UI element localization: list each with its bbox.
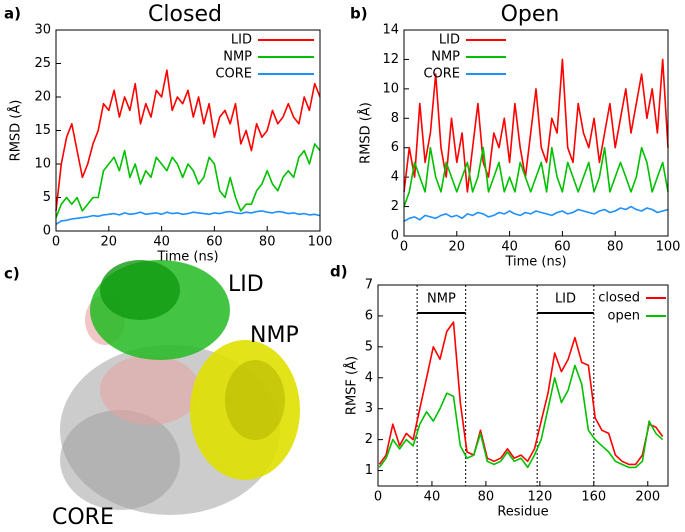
- y-tick-label: 0: [391, 229, 399, 244]
- y-axis-label: RMSD (Å): [8, 100, 24, 162]
- legend-label: closed: [598, 291, 640, 306]
- plot-area: [55, 69, 321, 225]
- chart-title: Open: [501, 2, 560, 27]
- y-tick-label: 14: [382, 23, 399, 38]
- x-tick-label: 40: [501, 240, 518, 255]
- data-line: [55, 69, 321, 211]
- panel-label: d): [330, 263, 348, 281]
- x-tick-label: 100: [308, 235, 333, 250]
- domain-label: NMP: [250, 323, 299, 348]
- data-line: [55, 143, 321, 218]
- y-axis-label: RMSF (Å): [344, 356, 360, 415]
- x-tick-label: 60: [554, 240, 571, 255]
- y-tick-label: 10: [34, 157, 51, 172]
- y-tick-label: 4: [365, 370, 373, 385]
- legend-label: NMP: [223, 50, 252, 65]
- axes-frame: [377, 284, 669, 487]
- y-tick-label: 5: [43, 190, 51, 205]
- y-tick-label: 6: [365, 308, 373, 323]
- axes-frame: [55, 29, 321, 232]
- x-tick-label: 0: [52, 235, 60, 250]
- x-tick-label: 200: [635, 490, 660, 505]
- legend-label: CORE: [423, 67, 460, 82]
- x-tick-label: 0: [374, 490, 382, 505]
- plot-area: [403, 58, 669, 222]
- y-tick-label: 15: [34, 123, 51, 138]
- y-tick-label: 1: [365, 463, 373, 478]
- y-tick-label: 0: [43, 224, 51, 239]
- x-tick-label: 20: [449, 240, 466, 255]
- y-tick-label: 2: [365, 432, 373, 447]
- data-line: [55, 210, 321, 225]
- x-tick-label: 80: [607, 240, 624, 255]
- x-tick-label: 0: [400, 240, 408, 255]
- domain-label: LID: [228, 272, 264, 297]
- y-tick-label: 2: [391, 199, 399, 214]
- axes-frame: [403, 29, 669, 237]
- panel-label: b): [350, 5, 368, 23]
- domain-label: CORE: [52, 505, 114, 530]
- x-tick-label: 40: [424, 490, 441, 505]
- x-tick-label: 80: [259, 235, 276, 250]
- region-label: LID: [555, 292, 576, 307]
- panel-label: a): [4, 5, 21, 23]
- x-axis-label: Time (ns): [504, 255, 566, 270]
- plot-area: [378, 321, 664, 469]
- x-tick-label: 120: [527, 490, 552, 505]
- x-axis-label: Time (ns): [156, 250, 218, 265]
- x-tick-label: 20: [101, 235, 118, 250]
- data-line: [403, 146, 669, 207]
- y-tick-label: 6: [391, 140, 399, 155]
- y-tick-label: 20: [34, 90, 51, 105]
- chart-title: Closed: [148, 2, 222, 27]
- x-tick-label: 60: [206, 235, 223, 250]
- x-tick-label: 40: [153, 235, 170, 250]
- x-tick-label: 100: [656, 240, 681, 255]
- data-line: [403, 205, 669, 222]
- data-line: [378, 364, 664, 469]
- y-tick-label: 30: [34, 23, 51, 38]
- y-tick-label: 25: [34, 56, 51, 71]
- legend-label: LID: [231, 33, 252, 48]
- y-axis-label: RMSD (Å): [358, 102, 374, 164]
- y-tick-label: 8: [391, 111, 399, 126]
- y-tick-label: 10: [382, 81, 399, 96]
- y-tick-label: 12: [382, 52, 399, 67]
- legend-label: CORE: [215, 67, 252, 82]
- protein-structure: [60, 260, 300, 515]
- y-tick-label: 3: [365, 401, 373, 416]
- panel-label: c): [4, 265, 20, 283]
- data-line: [403, 58, 669, 193]
- legend-label: LID: [439, 33, 460, 48]
- y-tick-label: 5: [365, 339, 373, 354]
- x-tick-label: 160: [581, 490, 606, 505]
- legend-label: open: [608, 309, 640, 324]
- data-line: [378, 321, 664, 466]
- y-tick-label: 7: [365, 278, 373, 293]
- x-tick-label: 80: [478, 490, 495, 505]
- x-axis-label: Residue: [497, 505, 548, 520]
- legend-label: NMP: [431, 50, 460, 65]
- y-tick-label: 4: [391, 170, 399, 185]
- region-label: NMP: [427, 292, 456, 307]
